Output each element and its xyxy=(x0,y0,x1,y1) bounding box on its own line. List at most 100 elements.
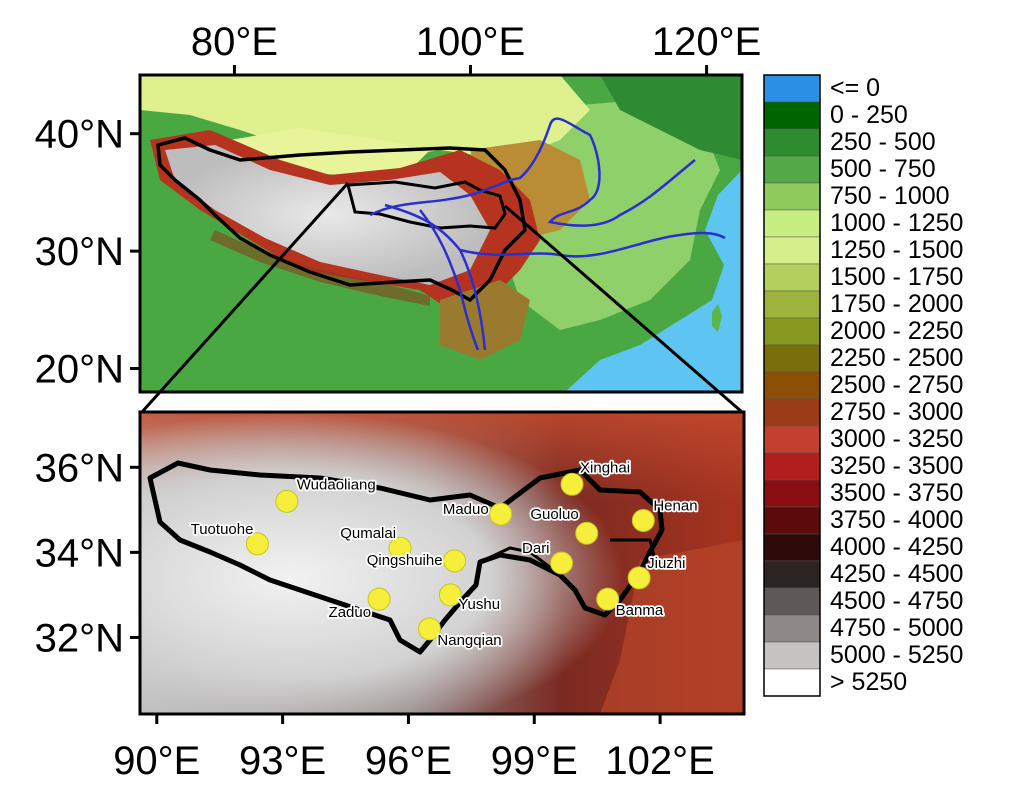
detail-lat-label: 34°N xyxy=(35,531,124,575)
legend-label: 2750 - 3000 xyxy=(830,398,963,426)
legend-swatch xyxy=(763,263,821,292)
legend-label: 0 - 250 xyxy=(830,101,908,129)
legend-swatch xyxy=(763,182,821,211)
taiwan xyxy=(712,304,722,332)
overview-map-frame xyxy=(138,73,744,394)
station-marker[interactable] xyxy=(417,617,441,641)
station-label: Jiuzhi xyxy=(647,555,685,572)
detail-ticks: 90°E 93°E 96°E 99°E 102°E 36°N 34°N 32°N xyxy=(35,446,715,783)
legend-swatch xyxy=(763,560,821,589)
overview-lat-label: 30°N xyxy=(35,230,124,274)
zoom-line-right xyxy=(504,204,743,414)
station-marker[interactable] xyxy=(275,489,299,513)
station-marker[interactable] xyxy=(443,549,467,573)
detail-lon-label: 99°E xyxy=(491,739,578,783)
detail-lat-label: 36°N xyxy=(35,446,124,490)
legend-label: 3250 - 3500 xyxy=(830,452,963,480)
station-marker[interactable] xyxy=(367,587,391,611)
overview-lon-label: 80°E xyxy=(191,20,278,64)
station-label: Qingshuihe xyxy=(367,552,443,569)
legend-swatch xyxy=(763,452,821,481)
yellow-river xyxy=(369,117,696,227)
station-marker[interactable] xyxy=(560,472,584,496)
legend-swatch xyxy=(763,290,821,319)
station-label: Qumalai xyxy=(340,525,396,542)
legend-frame xyxy=(763,74,821,697)
station-label: Xinghai xyxy=(580,459,630,476)
station-label: Nangqian xyxy=(437,632,501,649)
legend-label: 1000 - 1250 xyxy=(830,209,963,237)
north-plain xyxy=(600,75,742,160)
mekong-river xyxy=(419,209,480,351)
overview-lon-label: 100°E xyxy=(416,20,525,64)
station-label: Yushu xyxy=(458,596,500,613)
station-label: Guoluo xyxy=(530,506,578,523)
station-label: Wudaoliang xyxy=(297,476,376,493)
rivers xyxy=(369,117,726,351)
overview-lat-label: 20°N xyxy=(35,348,124,392)
source-region-boundary xyxy=(346,180,507,230)
station-marker[interactable] xyxy=(627,566,651,590)
station-marker[interactable] xyxy=(388,536,412,560)
legend-swatch xyxy=(763,641,821,670)
legend-swatch xyxy=(763,236,821,265)
legend-label: 4500 - 4750 xyxy=(830,587,963,615)
legend-label: 4250 - 4500 xyxy=(830,560,963,588)
legend-label: 1500 - 1750 xyxy=(830,263,963,291)
legend-label: 500 - 750 xyxy=(830,155,936,183)
overview-map xyxy=(140,75,742,392)
legend-swatch xyxy=(763,587,821,616)
legend-label: 3750 - 4000 xyxy=(830,506,963,534)
detail-lon-label: 102°E xyxy=(605,739,714,783)
legend-swatch xyxy=(763,371,821,400)
station-marker[interactable] xyxy=(575,521,599,545)
station-marker[interactable] xyxy=(631,508,655,532)
legend-swatch xyxy=(763,668,821,697)
station-label: Tuotuohe xyxy=(191,521,254,538)
legend-swatch xyxy=(763,614,821,643)
yangtze-river xyxy=(384,203,726,351)
plateau-boundary xyxy=(156,136,527,302)
legend-label: 250 - 500 xyxy=(830,128,936,156)
legend-swatch xyxy=(763,425,821,454)
station-marker[interactable] xyxy=(489,502,513,526)
legend-swatch xyxy=(763,398,821,427)
detail-lat-label: 32°N xyxy=(35,616,124,660)
legend-swatch xyxy=(763,317,821,346)
detail-lon-label: 90°E xyxy=(113,739,200,783)
detail-lon-label: 93°E xyxy=(239,739,326,783)
legend-label: > 5250 xyxy=(830,668,907,696)
legend-label: 4000 - 4250 xyxy=(830,533,963,561)
tibetan-plateau-high xyxy=(165,145,490,285)
station-marker[interactable] xyxy=(245,532,269,556)
legend-swatch xyxy=(763,209,821,238)
station-label: Banma xyxy=(616,602,664,619)
station-label: Maduo xyxy=(443,501,489,518)
station-marker[interactable] xyxy=(550,551,574,575)
overview-lat-label: 40°N xyxy=(35,113,124,157)
mongolia-plateau xyxy=(140,75,590,160)
legend-swatch xyxy=(763,344,821,373)
legend-swatch xyxy=(763,101,821,130)
legend-swatch xyxy=(763,128,821,157)
station-label: Dari xyxy=(522,540,550,557)
legend-swatch xyxy=(763,74,821,103)
detail-map-frame xyxy=(138,410,746,716)
legend-label: 1750 - 2000 xyxy=(830,290,963,318)
station-label: Zaduo xyxy=(329,604,372,621)
legend-label: 4750 - 5000 xyxy=(830,614,963,642)
source-region-detail-boundary xyxy=(147,460,665,655)
legend-label: 1250 - 1500 xyxy=(830,236,963,264)
overview-ticks: 80°E 100°E 120°E 40°N 30°N 20°N xyxy=(35,20,762,392)
legend-swatch xyxy=(763,479,821,508)
station-marker[interactable] xyxy=(596,587,620,611)
legend-swatch xyxy=(763,155,821,184)
zoom-line-left xyxy=(140,181,350,414)
station-layer: Xinghai Wudaoliang Maduo Henan Guoluo Tuotuoh… xyxy=(189,458,699,651)
station-marker[interactable] xyxy=(438,583,462,607)
legend-label: 5000 - 5250 xyxy=(830,641,963,669)
legend-label: 3000 - 3250 xyxy=(830,425,963,453)
legend-swatch xyxy=(763,533,821,562)
